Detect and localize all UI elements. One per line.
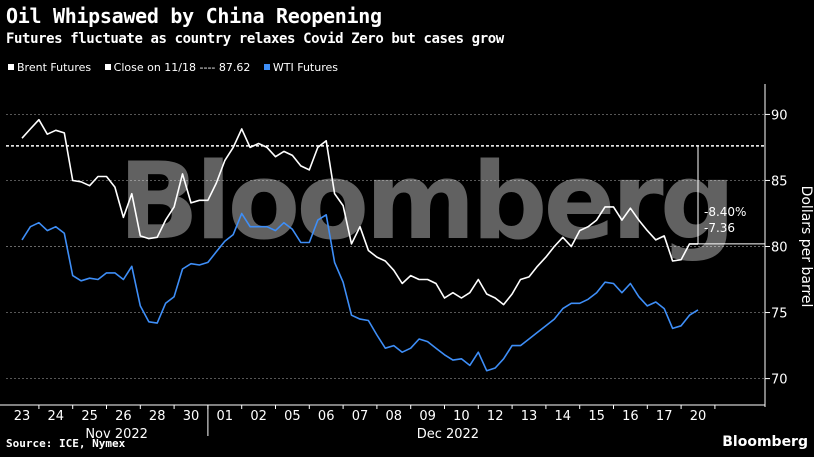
y-tick-label: 80 bbox=[771, 241, 788, 256]
brent-futures-line bbox=[21, 118, 698, 306]
x-tick-label: 06 bbox=[318, 409, 335, 424]
wti-futures-line bbox=[21, 212, 699, 372]
x-tick-label: 25 bbox=[81, 409, 98, 424]
month-label-nov: Nov 2022 bbox=[85, 427, 148, 442]
x-tick-label: 14 bbox=[555, 409, 572, 424]
y-tick-label: 90 bbox=[771, 108, 788, 123]
legend-item-brent: Brent Futures bbox=[8, 61, 91, 74]
x-tick-label: 01 bbox=[217, 409, 234, 424]
chart-title: Oil Whipsawed by China Reopening bbox=[6, 4, 382, 28]
legend-swatch-close bbox=[104, 64, 111, 70]
legend-label-brent: Brent Futures bbox=[17, 61, 92, 74]
x-tick-label: 23 bbox=[14, 409, 31, 424]
brent-change-annotation: -8.40% bbox=[704, 205, 746, 219]
x-tick-label: 13 bbox=[521, 409, 538, 424]
y-tick-label: 70 bbox=[771, 373, 788, 388]
legend-label-wti: WTI Futures bbox=[272, 61, 338, 74]
chart-legend: Brent Futures Close on 11/18 ---- 87.62 … bbox=[8, 61, 348, 74]
x-tick-label: 16 bbox=[622, 409, 639, 424]
x-tick-label: 26 bbox=[115, 409, 132, 424]
y-tick-label: 85 bbox=[771, 174, 788, 189]
x-tick-label: 12 bbox=[487, 409, 504, 424]
x-tick-label: 28 bbox=[149, 409, 166, 424]
x-tick-label: 02 bbox=[250, 409, 267, 424]
legend-item-close: Close on 11/18 ---- 87.62 bbox=[104, 61, 251, 74]
x-tick-label: 08 bbox=[386, 409, 403, 424]
x-tick-label: 20 bbox=[690, 409, 707, 424]
legend-label-close: Close on 11/18 bbox=[113, 61, 197, 74]
legend-close-value: 87.62 bbox=[218, 61, 251, 74]
bloomberg-watermark: Bloomberg bbox=[118, 140, 731, 263]
x-tick-label: 24 bbox=[48, 409, 65, 424]
chart-subtitle: Futures fluctuate as country relaxes Cov… bbox=[6, 31, 504, 47]
legend-close-dashes: ---- bbox=[196, 61, 219, 74]
legend-swatch-brent bbox=[8, 64, 14, 70]
x-tick-label: 09 bbox=[419, 409, 436, 424]
x-tick-label: 15 bbox=[588, 409, 605, 424]
month-label-dec: Dec 2022 bbox=[417, 427, 479, 442]
x-tick-label: 10 bbox=[453, 409, 470, 424]
x-tick-label: 17 bbox=[656, 409, 673, 424]
bloomberg-logo: Bloomberg bbox=[722, 434, 808, 450]
legend-swatch-wti bbox=[263, 64, 270, 70]
x-tick-label: 07 bbox=[352, 409, 369, 424]
x-tick-label: 30 bbox=[183, 409, 200, 424]
x-tick-label: 05 bbox=[284, 409, 301, 424]
wti-change-annotation: -7.36 bbox=[704, 221, 735, 235]
source-note: Source: ICE, Nymex bbox=[6, 437, 126, 450]
y-axis-label: Dollars per barrel bbox=[798, 186, 814, 308]
legend-item-wti: WTI Futures bbox=[263, 61, 338, 74]
y-tick-label: 75 bbox=[771, 307, 788, 322]
